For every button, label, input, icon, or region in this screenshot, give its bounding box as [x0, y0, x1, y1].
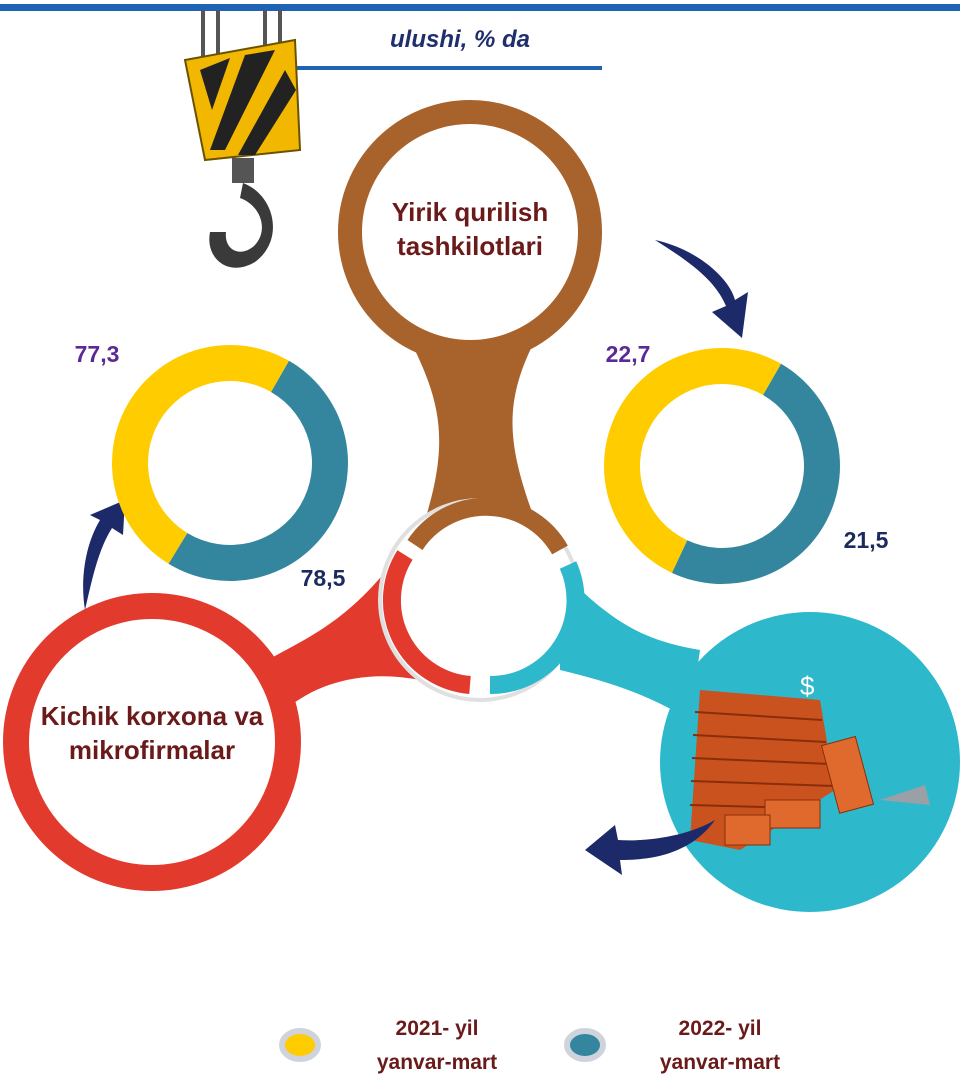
- value-label: 22,7: [606, 341, 651, 367]
- legend-label: 2021- yil yanvar-mart: [362, 1012, 512, 1079]
- chart: $ 77,3 78,5 22,7 21,5: [0, 0, 960, 1086]
- value-label: 21,5: [844, 527, 889, 553]
- legend-swatch: [567, 1031, 603, 1059]
- value-label: 77,3: [75, 341, 120, 367]
- chart-title: ulushi, % da: [330, 26, 590, 54]
- top-rule: [0, 4, 960, 11]
- legend-label: 2022- yil yanvar-mart: [645, 1012, 795, 1079]
- legend-swatch: [282, 1031, 318, 1059]
- connector-top: [410, 340, 535, 520]
- category-label: Kichik korxona va mikrofirmalar: [32, 700, 272, 768]
- infographic: $ 77,3 78,5 22,7 21,5 ulushi, % da Kichik k…: [0, 0, 960, 1086]
- donut-slice: [672, 364, 840, 584]
- category-label: Yirik qurilish tashkilotlari: [360, 196, 580, 264]
- crane-hook: [185, 10, 300, 268]
- donut-slice: [604, 348, 781, 573]
- dollar-icon: $: [800, 671, 815, 701]
- donut-slice: [169, 361, 348, 581]
- value-label: 78,5: [301, 565, 346, 591]
- donut-slice: [112, 345, 289, 564]
